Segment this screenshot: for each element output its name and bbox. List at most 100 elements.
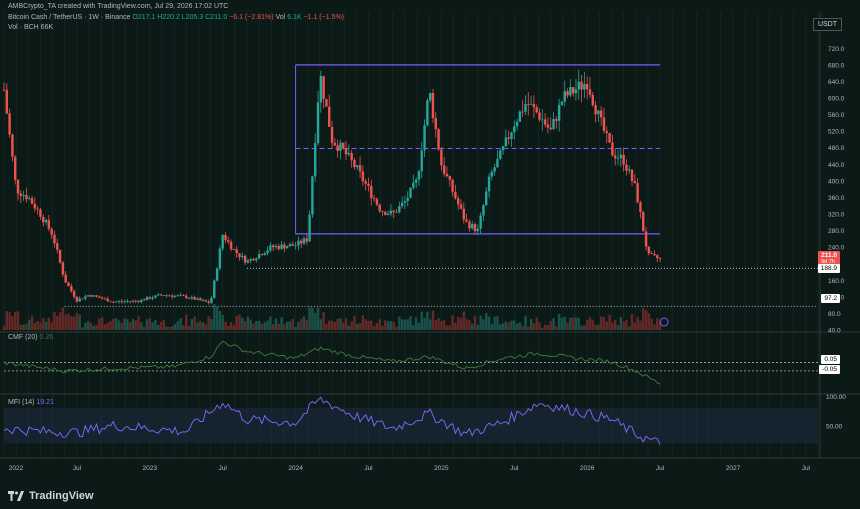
currency-selector[interactable]: USDT xyxy=(812,18,842,31)
tradingview-brand[interactable]: TradingView xyxy=(8,490,94,502)
volume-bar xyxy=(428,319,432,330)
volume-bar xyxy=(58,312,62,330)
candle-body xyxy=(182,295,185,297)
candle-body xyxy=(599,110,603,118)
volume-bar xyxy=(311,307,314,330)
volume-bar xyxy=(193,316,196,330)
volume-bar xyxy=(22,324,25,330)
candle-body xyxy=(165,295,168,297)
candle-body xyxy=(471,224,474,229)
volume-bar xyxy=(501,323,505,330)
candle-body xyxy=(280,244,283,249)
candle-body xyxy=(106,298,109,302)
volume-bar xyxy=(555,326,558,330)
volume-bar xyxy=(614,319,617,330)
candle-body xyxy=(131,300,135,302)
price-axis-label: 560.0 xyxy=(828,112,845,119)
volume-bar xyxy=(342,322,345,330)
volume-bar xyxy=(552,318,555,330)
candle-body xyxy=(199,298,202,301)
candle-body xyxy=(128,301,132,303)
volume-bar xyxy=(414,317,418,330)
volume-bar xyxy=(131,318,135,330)
time-axis-label: 2023 xyxy=(143,465,158,472)
candle-body xyxy=(328,106,331,127)
price-axis-label: 640.0 xyxy=(828,79,845,86)
volume-bar xyxy=(140,322,143,330)
volume-bar xyxy=(165,326,168,330)
candle-body xyxy=(224,234,227,241)
candle-body xyxy=(644,231,648,247)
mfi-axis-label: 100.00 xyxy=(826,394,846,401)
candle-body xyxy=(227,240,230,242)
volume-bar xyxy=(67,313,70,330)
candle-body xyxy=(518,111,522,122)
volume-bar xyxy=(487,316,491,330)
candle-body xyxy=(434,117,437,130)
candle-body xyxy=(591,94,594,106)
time-axis-label: Jul xyxy=(802,465,811,472)
candle-body xyxy=(625,164,628,171)
candle-body xyxy=(658,258,662,260)
candle-body xyxy=(162,295,166,296)
volume-bar xyxy=(378,319,381,330)
volume-bar xyxy=(344,317,348,330)
price-axis-label: 600.0 xyxy=(828,96,845,103)
alert-icon[interactable] xyxy=(659,317,669,327)
candle-body xyxy=(619,154,623,159)
candle-body xyxy=(42,216,45,223)
candle-body xyxy=(569,87,572,96)
volume-bar xyxy=(33,322,37,330)
price-axis-label: 520.0 xyxy=(828,129,845,136)
candle-body xyxy=(456,198,460,205)
volume-bar xyxy=(333,322,337,330)
volume-bar xyxy=(456,317,460,330)
volume-bar xyxy=(375,323,379,330)
volume-bar xyxy=(249,319,252,330)
candle-body xyxy=(232,249,236,250)
candle-body xyxy=(78,298,81,302)
candle-body xyxy=(109,301,112,303)
candle-body xyxy=(622,154,625,165)
candle-body xyxy=(504,137,508,147)
volume-bar xyxy=(227,325,230,330)
candle-body xyxy=(271,245,275,248)
cmf-upper-badge: 0.05 xyxy=(821,355,840,364)
candle-body xyxy=(294,245,297,247)
volume-bar xyxy=(605,321,608,330)
candle-body xyxy=(541,119,544,121)
candle-body xyxy=(350,152,353,161)
time-axis-label: 2024 xyxy=(288,465,303,472)
volume-bar xyxy=(563,316,566,330)
volume-bar xyxy=(504,321,508,330)
volume-bar xyxy=(199,320,202,330)
candle-body xyxy=(215,268,219,281)
candle-body xyxy=(221,234,224,249)
volume-bar xyxy=(482,319,485,330)
candle-body xyxy=(342,142,345,149)
volume-bar xyxy=(647,313,651,330)
volume-bar xyxy=(543,324,547,330)
candle-body xyxy=(190,297,194,299)
candle-body xyxy=(36,208,39,210)
volume-bar xyxy=(356,324,359,330)
candle-body xyxy=(513,126,516,133)
volume-bar xyxy=(409,316,412,330)
candle-body xyxy=(201,300,205,302)
time-axis-label: 2026 xyxy=(580,465,595,472)
mfi-label: MFI (14) 19.21 xyxy=(8,399,54,406)
volume-bar xyxy=(361,315,365,330)
volume-bar xyxy=(285,321,289,330)
time-axis-label: Jul xyxy=(510,465,519,472)
volume-bar xyxy=(246,316,250,330)
candle-body xyxy=(358,165,362,172)
candle-body xyxy=(535,107,538,113)
candle-body xyxy=(266,250,269,254)
support-level-badge-1: 188.9 xyxy=(817,264,840,273)
candle-body xyxy=(580,81,583,90)
mfi-line xyxy=(3,396,661,445)
candle-body xyxy=(372,198,376,199)
volume-bar xyxy=(269,316,272,330)
volume-bar xyxy=(50,322,53,330)
